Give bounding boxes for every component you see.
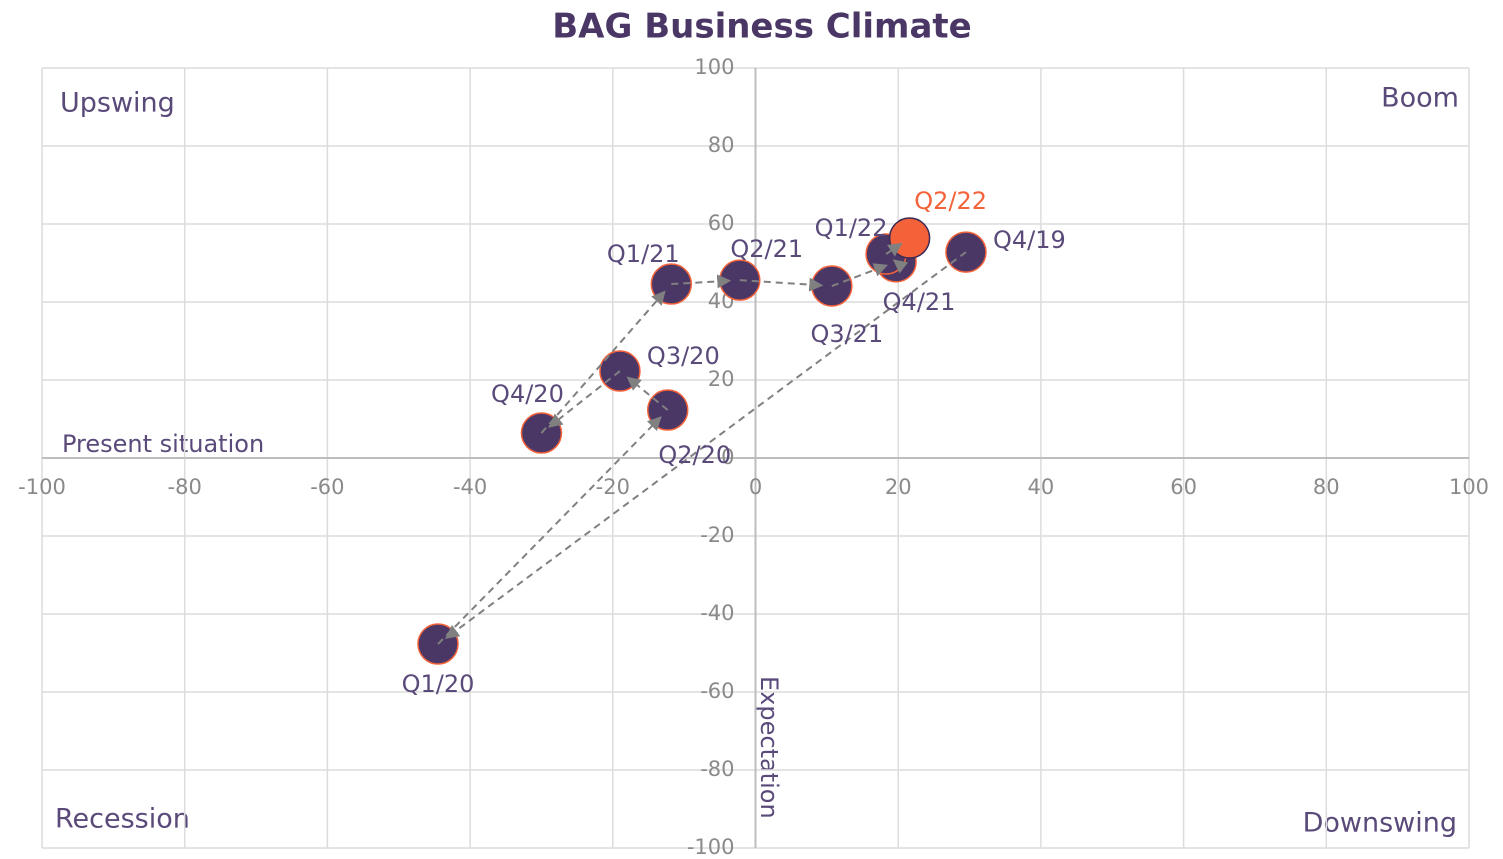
trend-arrow bbox=[885, 242, 903, 257]
x-tick-label: -100 bbox=[18, 475, 66, 499]
x-tick-label: 20 bbox=[885, 475, 912, 499]
point-label: Q1/22 bbox=[815, 214, 888, 242]
point-label: Q1/21 bbox=[607, 240, 680, 268]
x-tick-label: -80 bbox=[168, 475, 202, 499]
y-tick-label: 20 bbox=[708, 367, 735, 391]
quadrant-label: Boom bbox=[1381, 83, 1459, 114]
x-tick-label: 100 bbox=[1449, 475, 1489, 499]
x-tick-label: -40 bbox=[453, 475, 487, 499]
trend-arrow bbox=[626, 376, 669, 411]
x-tick-label: -60 bbox=[310, 475, 344, 499]
y-tick-label: -20 bbox=[700, 523, 734, 547]
point bbox=[888, 217, 931, 259]
point-label: Q2/20 bbox=[658, 441, 731, 469]
x-axis-title: Present situation bbox=[62, 430, 264, 458]
x-tick-label: 60 bbox=[1170, 475, 1197, 499]
x-tick-label: 80 bbox=[1313, 475, 1340, 499]
y-tick-label: 80 bbox=[708, 133, 735, 157]
x-tick-label: 40 bbox=[1028, 475, 1055, 499]
y-tick-label: -100 bbox=[687, 835, 735, 859]
trend-arrow bbox=[548, 370, 621, 428]
y-axis-title: Expectation bbox=[755, 676, 783, 819]
quadrant-label: Recession bbox=[55, 804, 190, 835]
point-label: Q3/21 bbox=[810, 320, 883, 348]
trend-arrow bbox=[831, 263, 889, 287]
y-tick-label: -40 bbox=[700, 601, 734, 625]
point-label: Q3/20 bbox=[647, 342, 720, 370]
point-label: Q2/22 bbox=[914, 187, 987, 215]
y-tick-label: 0 bbox=[721, 445, 734, 469]
chart-title: BAG Business Climate bbox=[552, 7, 972, 47]
point-label: Q2/21 bbox=[730, 235, 803, 263]
y-tick-label: 60 bbox=[708, 211, 735, 235]
trend-arrow bbox=[671, 274, 732, 289]
y-tick-label: -60 bbox=[700, 679, 734, 703]
point-label: Q4/21 bbox=[883, 288, 956, 316]
trend-arrow bbox=[540, 290, 666, 434]
y-tick-label: -80 bbox=[700, 757, 734, 781]
y-tick-label: 100 bbox=[694, 55, 734, 79]
quadrant-label: Upswing bbox=[60, 88, 175, 119]
trend-arrow bbox=[892, 259, 909, 274]
trend-arrow bbox=[739, 277, 824, 292]
trend-arrow bbox=[437, 416, 662, 645]
point-label: Q1/20 bbox=[402, 670, 475, 698]
x-tick-label: 0 bbox=[749, 475, 762, 499]
point-label: Q4/19 bbox=[993, 226, 1066, 254]
quadrant-label: Downswing bbox=[1303, 808, 1457, 839]
point-label: Q4/20 bbox=[491, 380, 564, 408]
